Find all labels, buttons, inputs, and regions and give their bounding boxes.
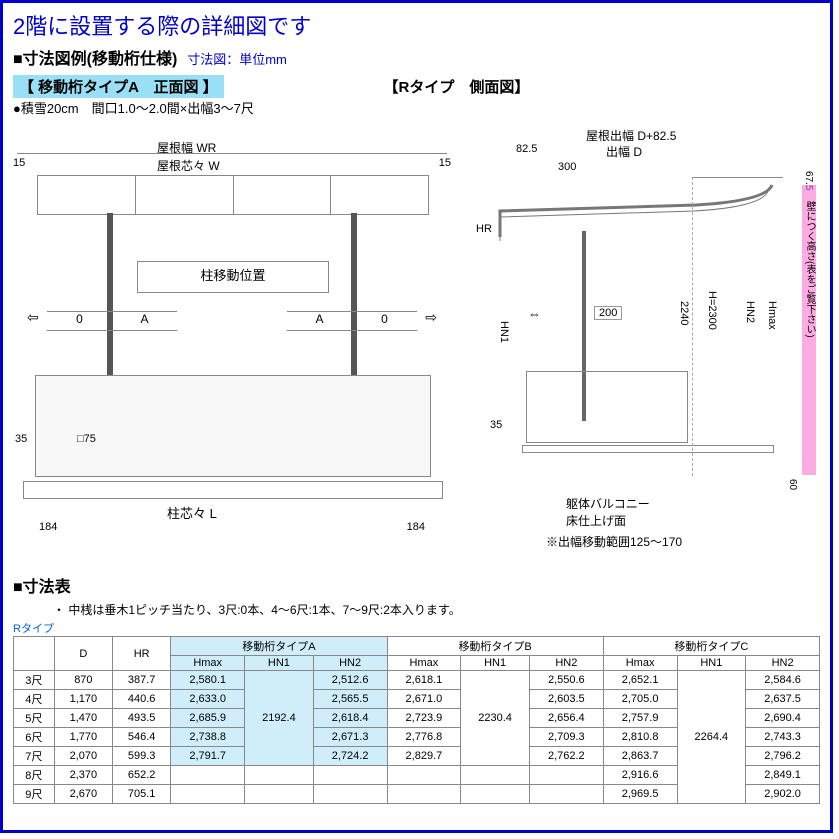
front-diagram: 屋根幅 WR 屋根芯々 W 15 15 柱移動位置 0 A A 0 ⇦ ⇨ 35 <box>17 143 447 543</box>
col-type-a: 移動桁タイプA <box>171 637 387 656</box>
dim-sq75: □75 <box>77 433 96 445</box>
move-range-note: ※出幅移動範囲125～170 <box>546 533 682 550</box>
dim-table-heading: ■寸法表 <box>13 573 820 597</box>
page-title: 2階に設置する際の詳細図です <box>13 9 820 41</box>
arrow-left-icon: ⇦ <box>27 309 39 326</box>
arrow-right-icon: ⇨ <box>425 309 437 326</box>
dim-example-heading: ■寸法図例(移動桁仕様) <box>13 45 177 69</box>
col-hr: HR <box>113 637 171 671</box>
snow-note: ●積雪20cm 間口1.0～2.0間×出幅3～7尺 <box>13 98 820 117</box>
page-frame: 2階に設置する際の詳細図です ■寸法図例(移動桁仕様) 寸法図：単位mm 【 移… <box>0 0 833 833</box>
front-0-r: 0 <box>352 312 417 330</box>
dim-60: 60 <box>787 479 798 490</box>
side-hn1: HN1 <box>498 321 510 343</box>
pink-note: 壁につく高さ(表をご覧下さい) <box>802 201 817 338</box>
side-diagram: 屋根出幅 D+82.5 82.5 出幅 D 300 67.5 HR ⇔ 200 … <box>466 131 816 551</box>
floor-label: 床仕上げ面 <box>566 512 650 529</box>
roof-out-lbl: 屋根出幅 D+82.5 <box>586 127 676 144</box>
front-view-label: 【 移動桁タイプA 正面図 】 <box>13 75 224 98</box>
unit-note: 寸法図：単位mm <box>187 49 287 68</box>
col-type-c: 移動桁タイプC <box>603 637 819 656</box>
pillar-cl-lbl: 柱芯々 L <box>167 503 217 522</box>
front-0-l: 0 <box>47 312 112 330</box>
roof-cl-lbl: 屋根芯々 W <box>157 157 220 174</box>
side-35: 35 <box>490 419 502 431</box>
table-row: 3尺870387.72,580.12192.42,512.62,618.1223… <box>14 671 820 690</box>
arrow-leftright-icon: ⇔ <box>528 306 541 321</box>
dim-2240: 2240 <box>678 301 690 325</box>
side-hr: HR <box>476 223 492 235</box>
dim-200: 200 <box>594 306 622 320</box>
front-A-r: A <box>287 312 352 330</box>
dim-35: 35 <box>15 433 27 445</box>
dim-15-l: 15 <box>13 157 25 169</box>
out-w-lbl: 出幅 D <box>606 143 642 160</box>
body-label: 躯体バルコニー <box>566 495 650 512</box>
dimension-table: D HR 移動桁タイプA 移動桁タイプB 移動桁タイプC Hmax HN1 HN… <box>13 636 820 804</box>
col-d: D <box>54 637 112 671</box>
side-view-label: 【Rタイプ 側面図】 <box>378 75 536 98</box>
dim-table-note: ・ 中桟は垂木1ピッチ当たり、3尺:0本、4～6尺:1本、7～9尺:2本入ります… <box>53 601 820 618</box>
dim-184-r: 184 <box>407 521 425 533</box>
front-A-l: A <box>112 312 177 330</box>
col-type-b: 移動桁タイプB <box>387 637 603 656</box>
r-type-label: Rタイプ <box>13 620 820 636</box>
dim-184-l: 184 <box>39 521 57 533</box>
dimension-table-section: ■寸法表 ・ 中桟は垂木1ピッチ当たり、3尺:0本、4～6尺:1本、7～9尺:2… <box>13 573 820 804</box>
dim-15-r: 15 <box>439 157 451 169</box>
dim-825: 82.5 <box>516 143 537 155</box>
dim-300: 300 <box>558 161 576 173</box>
pillar-move-box: 柱移動位置 <box>137 261 329 293</box>
